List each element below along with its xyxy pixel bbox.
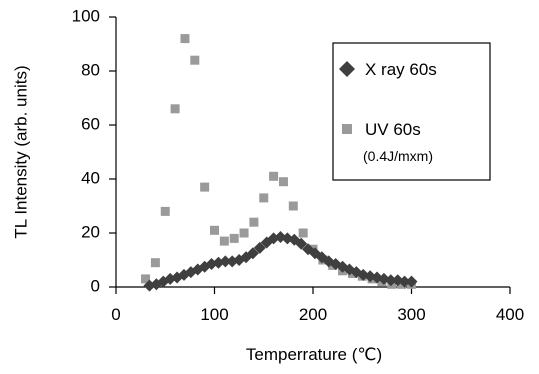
uv-data-point [219, 236, 229, 246]
y-axis-title: TL Intensity (arb. units) [11, 65, 30, 238]
series-layer [141, 34, 418, 292]
plot-area: 0 20 40 60 80 100 0 100 200 300 400 [72, 6, 525, 324]
y-tick-label: 40 [81, 168, 100, 187]
uv-data-point [210, 225, 219, 235]
x-ticks: 0 100 200 300 400 [111, 287, 524, 324]
uv-data-point [229, 233, 239, 243]
x-tick-label: 200 [299, 305, 327, 324]
legend-marker-diamond [339, 61, 355, 77]
xray-data-point [219, 255, 232, 268]
uv-data-point [141, 274, 151, 284]
legend: X ray 60s UV 60s (0.4J/mxm) [332, 42, 491, 181]
xray-data-point [253, 241, 266, 254]
x-tick-label: 300 [397, 305, 425, 324]
legend-entry-xray: X ray 60s [365, 60, 437, 79]
xray-data-point [398, 275, 411, 288]
xray-data-point [405, 275, 418, 288]
y-tick-label: 80 [81, 60, 100, 79]
y-tick-label: 0 [91, 276, 100, 295]
uv-data-point [190, 55, 200, 65]
uv-data-point [298, 228, 308, 238]
uv-data-point [269, 171, 279, 181]
y-ticks: 0 20 40 60 80 100 [72, 6, 116, 295]
xray-data-point [295, 237, 308, 250]
y-tick-label: 100 [72, 6, 100, 25]
uv-data-point [249, 217, 259, 227]
uv-data-point [200, 182, 210, 192]
y-tick-label: 60 [81, 114, 100, 133]
y-tick-label: 20 [81, 222, 100, 241]
xray-data-point [384, 274, 397, 287]
legend-box [332, 42, 491, 181]
uv-data-point [239, 228, 249, 238]
uv-data-point [259, 193, 269, 203]
legend-marker-square [342, 124, 352, 134]
uv-data-point [278, 177, 288, 187]
x-axis-title: Temperrature (℃) [246, 345, 382, 364]
x-tick-label: 400 [496, 305, 524, 324]
legend-entry-uv: UV 60s [365, 120, 421, 139]
x-tick-label: 0 [111, 305, 120, 324]
uv-data-point [150, 258, 160, 268]
uv-data-point [160, 206, 170, 216]
uv-data-point [288, 201, 298, 211]
xray-data-point [246, 247, 259, 260]
uv-data-point [170, 104, 180, 114]
uv-data-point [180, 34, 190, 44]
x-tick-label: 100 [200, 305, 228, 324]
legend-entry-uv-note: (0.4J/mxm) [363, 148, 433, 164]
